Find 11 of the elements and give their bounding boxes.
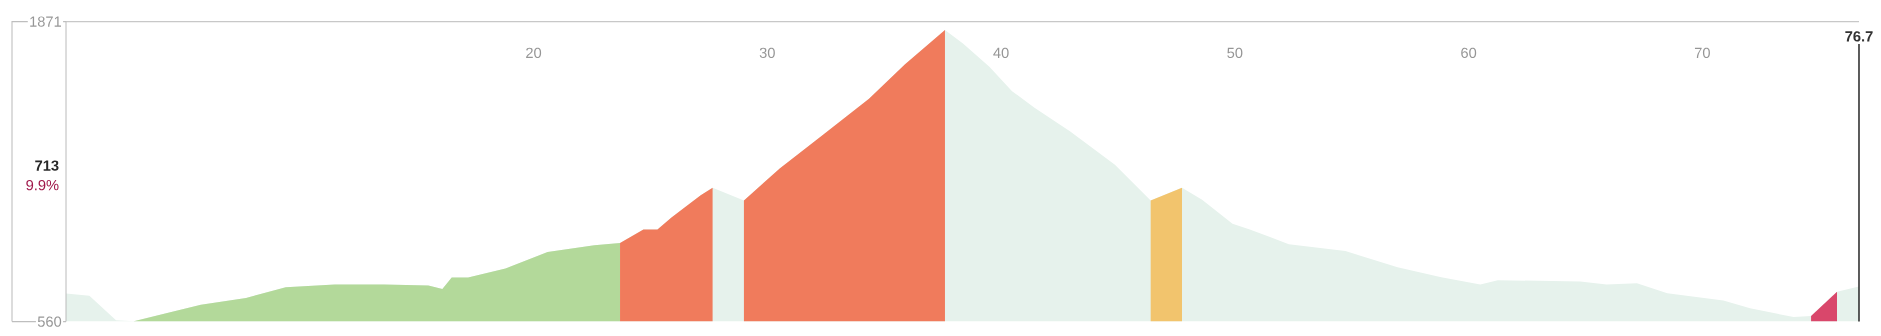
x-tick-label: 70 — [1694, 47, 1710, 59]
text: 713 — [35, 160, 59, 171]
x-tick-label: 20 — [526, 47, 542, 59]
x-tick-label: 40 — [993, 47, 1009, 59]
ref-line-label: 76.7 — [1845, 31, 1873, 42]
y-tick-label: 560 — [37, 316, 62, 327]
x-tick-label: 50 — [1227, 47, 1243, 59]
y-tick-label: 1871 — [30, 16, 62, 27]
text: 9.9% — [26, 179, 59, 191]
x-tick-label: 30 — [759, 47, 775, 59]
x-tick-label: 60 — [1461, 47, 1477, 59]
